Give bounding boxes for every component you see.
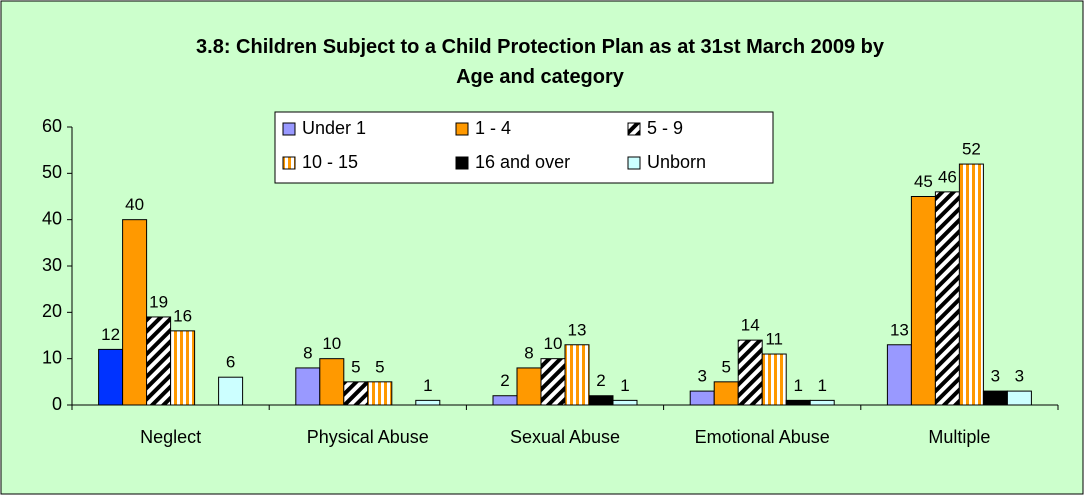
data-label: 6 — [226, 353, 235, 372]
y-tick-label: 30 — [42, 255, 62, 275]
bar — [492, 395, 518, 406]
data-label: 52 — [962, 140, 981, 159]
data-label: 46 — [938, 167, 957, 186]
data-label: 1 — [620, 376, 629, 395]
bar — [958, 163, 984, 406]
data-label: 10 — [322, 334, 341, 353]
y-tick-label: 20 — [42, 301, 62, 321]
bar — [415, 399, 441, 406]
data-label: 12 — [101, 325, 120, 344]
data-label: 1 — [793, 376, 802, 395]
legend-label: 5 - 9 — [647, 118, 683, 138]
legend-label: Under 1 — [302, 118, 366, 138]
legend-label: Unborn — [647, 152, 706, 172]
x-tick-label: Sexual Abuse — [509, 427, 621, 447]
data-label: 2 — [596, 371, 605, 390]
data-label: 8 — [303, 343, 312, 362]
data-label: 14 — [741, 316, 760, 335]
bar — [170, 330, 196, 406]
bar — [934, 191, 960, 406]
bar — [218, 376, 244, 406]
data-label: 40 — [125, 195, 144, 214]
bar — [886, 344, 912, 406]
y-tick-label: 10 — [42, 347, 62, 367]
bar — [910, 196, 936, 406]
data-label: 13 — [890, 320, 909, 339]
data-label: 5 — [721, 357, 730, 376]
bar — [785, 399, 811, 406]
data-label: 11 — [765, 330, 783, 349]
legend-swatch — [455, 156, 469, 170]
y-tick-label: 50 — [42, 162, 62, 182]
bar — [540, 358, 566, 406]
legend-swatch — [282, 156, 296, 170]
bar — [122, 219, 148, 406]
data-label: 19 — [149, 292, 168, 311]
legend-label: 10 - 15 — [302, 152, 358, 172]
bar — [588, 395, 614, 406]
data-label: 13 — [568, 320, 587, 339]
bar — [612, 399, 638, 406]
x-tick-label: Neglect — [140, 427, 202, 447]
x-tick-label: Multiple — [928, 427, 991, 447]
y-tick-label: 40 — [42, 208, 62, 228]
legend-swatch — [627, 156, 641, 170]
legend-label: 1 - 4 — [475, 118, 511, 138]
bar — [564, 344, 590, 406]
bar — [319, 358, 345, 406]
bar — [809, 399, 835, 406]
bar — [982, 390, 1008, 406]
data-label: 3 — [991, 367, 1000, 386]
bar — [689, 390, 715, 406]
legend-swatch — [455, 122, 469, 136]
data-label: 16 — [173, 306, 192, 325]
data-label: 3 — [1015, 367, 1024, 386]
data-label: 1 — [817, 376, 826, 395]
data-label: 3 — [697, 367, 706, 386]
bar — [343, 381, 369, 406]
legend-swatch — [627, 122, 641, 136]
legend-label: 16 and over — [475, 152, 570, 172]
legend-box — [274, 111, 774, 184]
data-label: 2 — [500, 371, 509, 390]
data-label: 8 — [524, 343, 533, 362]
bar — [295, 367, 321, 406]
x-tick-label: Physical Abuse — [306, 427, 429, 447]
data-label: 10 — [544, 334, 563, 353]
legend-swatch — [282, 122, 296, 136]
bar — [146, 316, 172, 406]
data-label: 5 — [375, 357, 384, 376]
chart-title: 3.8: Children Subject to a Child Protect… — [196, 36, 884, 88]
data-label: 45 — [914, 172, 933, 191]
data-label: 1 — [423, 376, 432, 395]
data-label: 5 — [351, 357, 360, 376]
bar — [516, 367, 542, 406]
y-tick-label: 0 — [52, 394, 62, 414]
bar — [713, 381, 739, 406]
bar — [761, 353, 787, 406]
bar — [98, 348, 124, 406]
bar — [1006, 390, 1032, 406]
y-tick-label: 60 — [42, 116, 62, 136]
bar — [737, 339, 763, 406]
x-tick-label: Emotional Abuse — [694, 427, 830, 447]
bar — [367, 381, 393, 406]
